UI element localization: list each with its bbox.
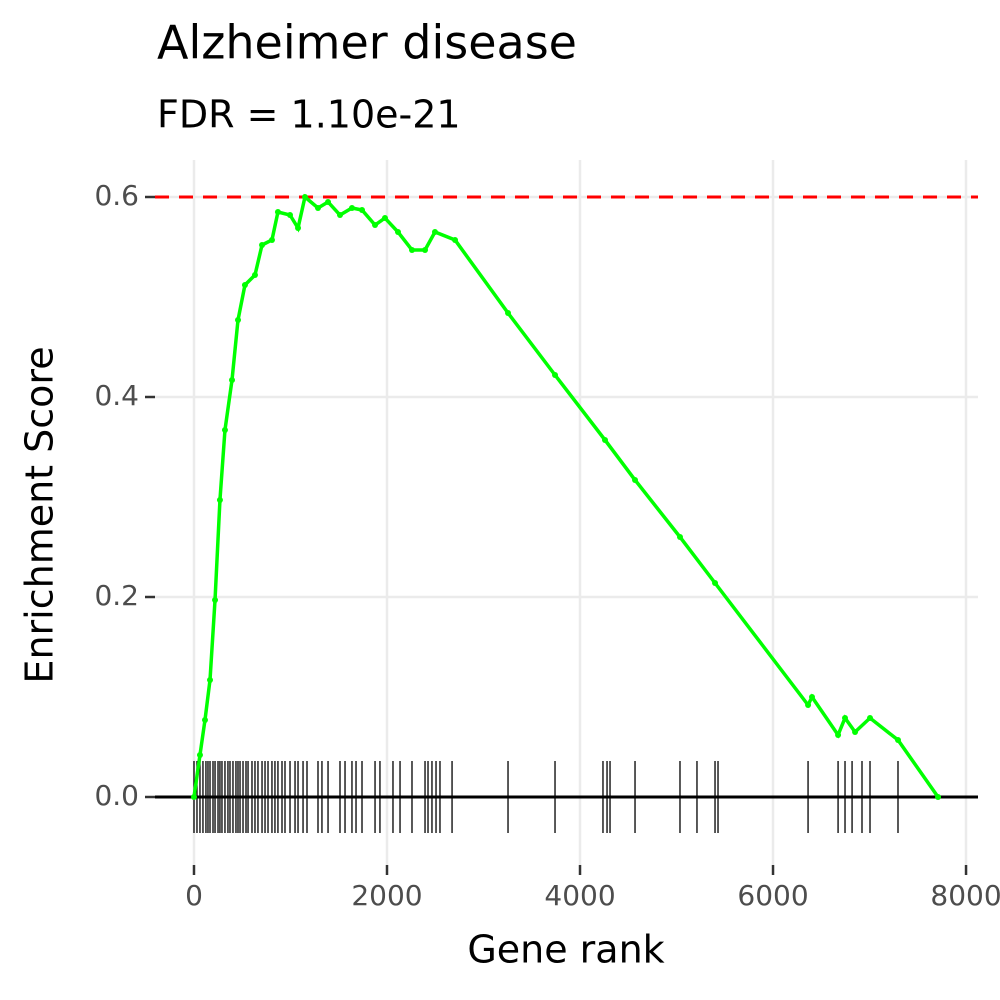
es-point (867, 715, 874, 721)
x-tick-label: 6000 (737, 879, 808, 912)
es-point (809, 694, 816, 700)
es-point (207, 677, 214, 683)
x-tick-label: 0 (185, 879, 203, 912)
es-point (212, 597, 219, 603)
es-point (835, 732, 842, 738)
es-point (632, 477, 639, 483)
es-point (408, 247, 415, 253)
es-point (381, 215, 388, 221)
es-point (196, 752, 203, 758)
es-point (452, 237, 459, 243)
es-point (268, 237, 275, 243)
es-point (676, 534, 683, 540)
es-point (190, 794, 197, 800)
es-point (894, 737, 901, 743)
es-point (325, 199, 332, 205)
es-point (216, 497, 223, 503)
y-tick-label: 0.2 (94, 579, 139, 612)
es-point (274, 209, 281, 215)
x-tick-label: 4000 (544, 879, 615, 912)
es-point (395, 229, 402, 235)
es-point (372, 222, 379, 228)
es-line (192, 193, 940, 799)
es-point (314, 205, 321, 211)
x-tick-label: 2000 (351, 879, 422, 912)
x-axis-label: Gene rank (467, 928, 664, 972)
es-point (221, 427, 228, 433)
es-point (295, 225, 302, 231)
es-point (431, 229, 438, 235)
y-tick-label: 0.6 (94, 179, 139, 212)
x-tick-label: 8000 (930, 879, 1000, 912)
es-point (348, 205, 355, 211)
es-point (229, 377, 236, 383)
y-axis-label: Enrichment Score (18, 346, 62, 683)
es-point (259, 242, 266, 248)
y-tick-label: 0.4 (94, 379, 139, 412)
es-point (602, 437, 609, 443)
y-tick-label: 0.0 (94, 779, 139, 812)
es-point (251, 272, 258, 278)
es-point (359, 207, 366, 213)
es-point (201, 717, 208, 723)
chart-title: Alzheimer disease (157, 16, 577, 70)
es-point (852, 729, 859, 735)
es-point (234, 317, 241, 323)
es-point (337, 212, 344, 218)
es-point (301, 194, 308, 200)
es-point (241, 282, 248, 288)
es-point (842, 715, 849, 721)
es-point (552, 372, 559, 378)
chart-subtitle: FDR = 1.10e-21 (157, 93, 461, 137)
es-point (505, 310, 512, 316)
es-point (422, 247, 429, 253)
es-point (805, 702, 812, 708)
es-point (712, 580, 719, 586)
es-point (287, 212, 294, 218)
es-point (935, 794, 942, 800)
